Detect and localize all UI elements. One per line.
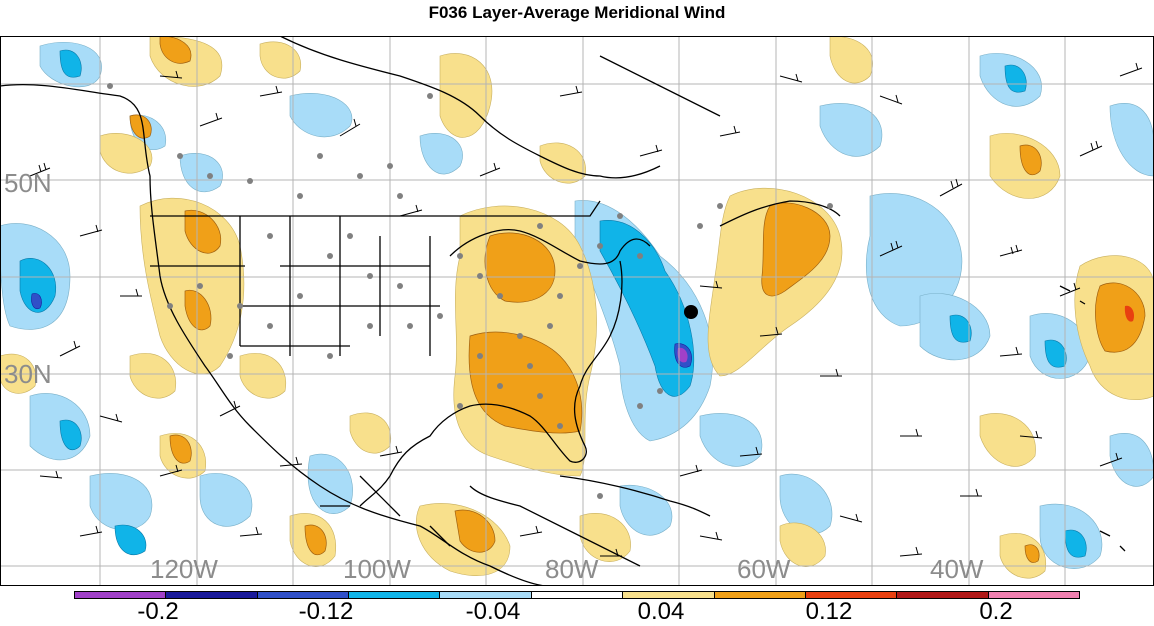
colorbar-label: 0.04	[637, 598, 685, 625]
lat-label-30n: 30N	[4, 359, 52, 389]
station-marker	[684, 305, 698, 319]
purple-contours	[677, 347, 688, 363]
red-contours	[1124, 305, 1135, 322]
colorbar-segment	[623, 592, 715, 598]
colorbar	[74, 591, 1080, 599]
coastlines	[0, 36, 1126, 586]
station-dots	[107, 83, 833, 499]
wind-barbs	[29, 62, 1143, 557]
map-title: F036 Layer-Average Meridional Wind	[428, 3, 726, 22]
orange-contours	[129, 36, 1146, 563]
colorbar-segment	[349, 592, 441, 598]
colorbar-segment	[257, 592, 350, 598]
colorbar-label: 0.12	[805, 598, 853, 625]
blue-contours	[19, 49, 1087, 558]
colorbar-segment	[166, 592, 258, 598]
lon-label-60w: 60W	[737, 554, 791, 584]
lon-label-100w: 100W	[343, 554, 411, 584]
lon-label-120w: 120W	[150, 554, 218, 584]
colorbar-label: -0.04	[465, 598, 521, 625]
colorbar-segment	[531, 592, 624, 598]
lon-label-80w: 80W	[545, 554, 599, 584]
colorbar-label: 0.2	[979, 598, 1013, 625]
lon-label-40w: 40W	[930, 554, 984, 584]
colorbar-segment	[805, 592, 898, 598]
colorbar-segment	[988, 592, 1079, 598]
lat-label-50n: 50N	[4, 168, 52, 198]
colorbar-segment	[75, 592, 167, 598]
meridional-wind-map	[0, 36, 1154, 586]
colorbar-segment	[897, 592, 989, 598]
colorbar-segment	[714, 592, 806, 598]
graticule	[0, 36, 1154, 586]
colorbar-label: -0.2	[137, 598, 179, 625]
colorbar-label: -0.12	[298, 598, 354, 625]
colorbar-segment	[440, 592, 532, 598]
